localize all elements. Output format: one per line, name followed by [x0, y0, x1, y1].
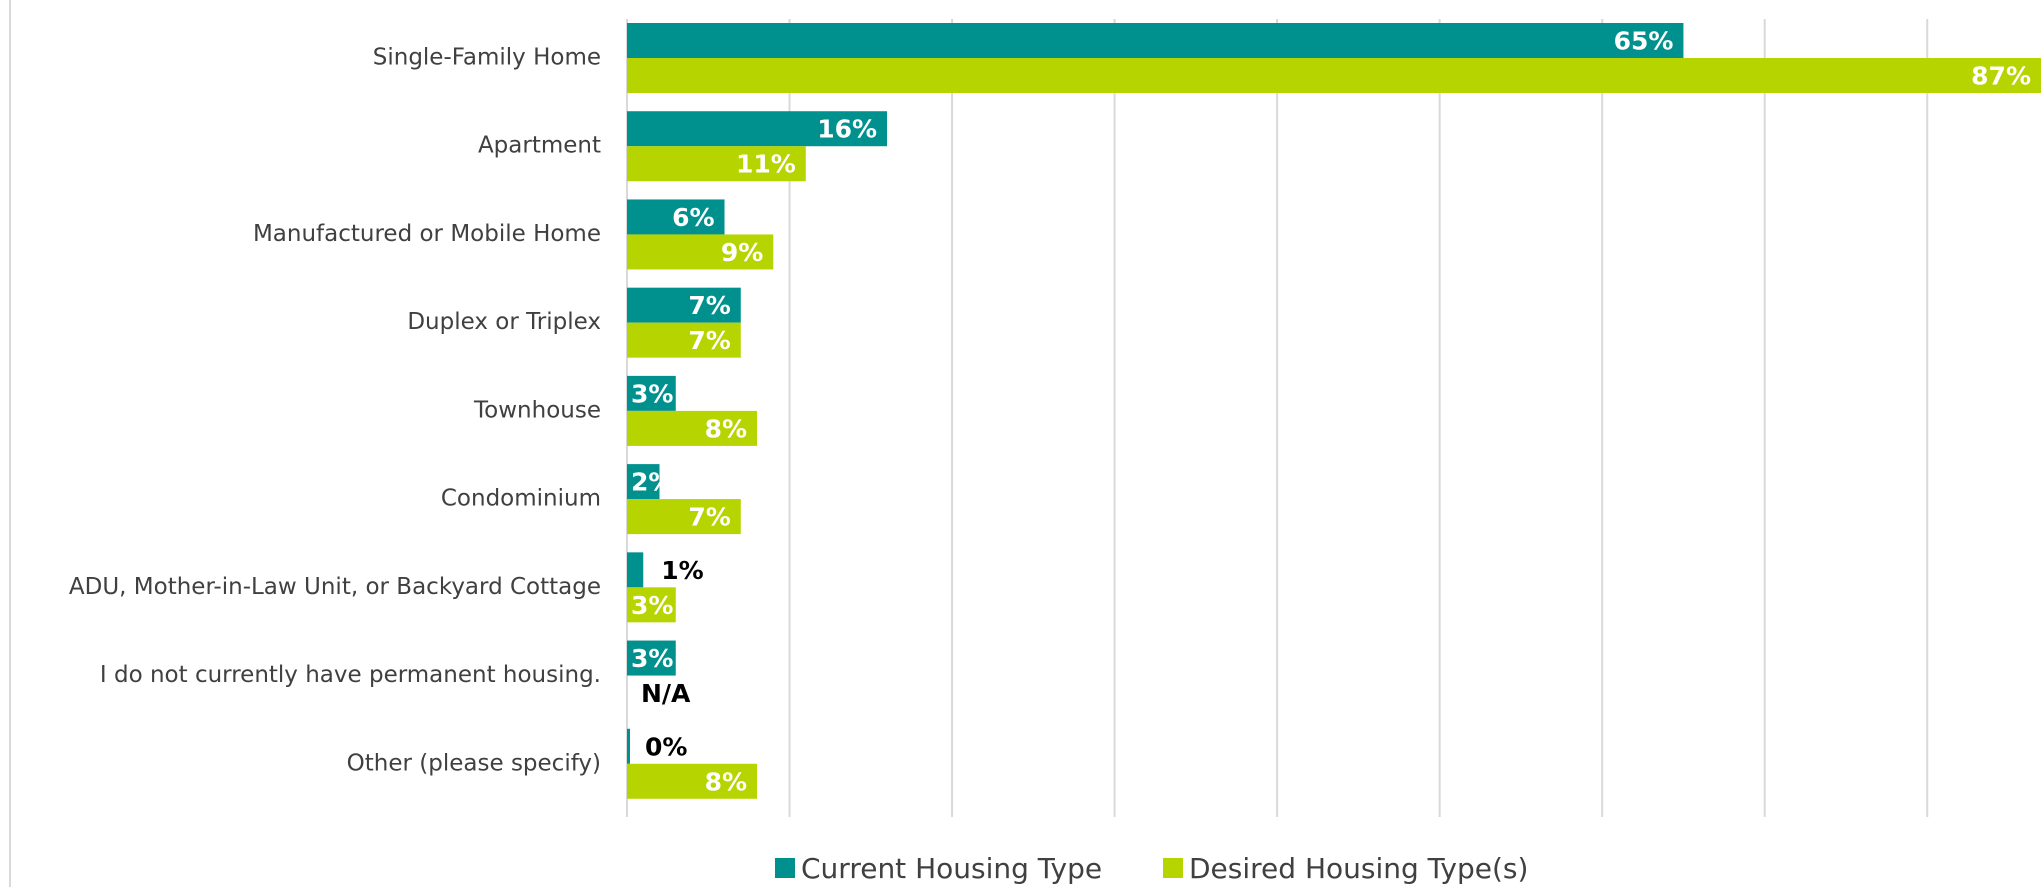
legend-swatch	[1163, 858, 1183, 878]
bar	[627, 146, 806, 182]
category-label: ADU, Mother-in-Law Unit, or Backyard Cot…	[69, 574, 601, 600]
category-label: I do not currently have permanent housin…	[100, 662, 601, 688]
bar	[627, 111, 888, 147]
value-label: 87%	[1971, 62, 2031, 91]
value-label: 11%	[736, 150, 796, 179]
bar	[627, 763, 758, 799]
value-label: 0%	[645, 732, 687, 761]
bar	[627, 322, 741, 358]
value-label: 7%	[688, 291, 730, 320]
value-label: 8%	[705, 414, 747, 443]
bar	[627, 287, 741, 323]
legend-label: Desired Housing Type(s)	[1189, 852, 1528, 885]
bar	[627, 234, 774, 270]
category-label: Other (please specify)	[347, 750, 601, 776]
value-label: 2%	[631, 468, 673, 497]
legend-label: Current Housing Type	[801, 852, 1102, 885]
legend-swatch	[775, 858, 795, 878]
bar	[627, 199, 725, 235]
bar	[627, 410, 758, 446]
category-label: Townhouse	[473, 397, 601, 423]
bar	[627, 552, 644, 588]
bar	[627, 23, 1684, 58]
value-label: 6%	[672, 203, 714, 232]
category-label: Duplex or Triplex	[407, 309, 601, 335]
value-label: 7%	[688, 326, 730, 355]
bar	[627, 499, 741, 535]
category-label: Manufactured or Mobile Home	[253, 221, 601, 247]
value-label: 65%	[1614, 27, 1674, 56]
value-label: 3%	[631, 644, 673, 673]
bar	[627, 58, 2041, 93]
value-label: 7%	[688, 503, 730, 532]
value-label: 3%	[631, 379, 673, 408]
value-label: N/A	[641, 679, 691, 708]
value-label: 16%	[817, 115, 877, 144]
bar	[627, 587, 676, 623]
value-label: 1%	[661, 556, 703, 585]
bar	[627, 375, 676, 411]
bar	[627, 640, 676, 676]
value-label: 8%	[705, 767, 747, 796]
bar	[627, 728, 630, 764]
category-label: Single-Family Home	[373, 45, 601, 71]
bar	[627, 464, 660, 500]
category-label: Condominium	[441, 486, 601, 512]
category-label: Apartment	[478, 133, 601, 159]
value-label: 3%	[631, 591, 673, 620]
value-label: 9%	[721, 238, 763, 267]
